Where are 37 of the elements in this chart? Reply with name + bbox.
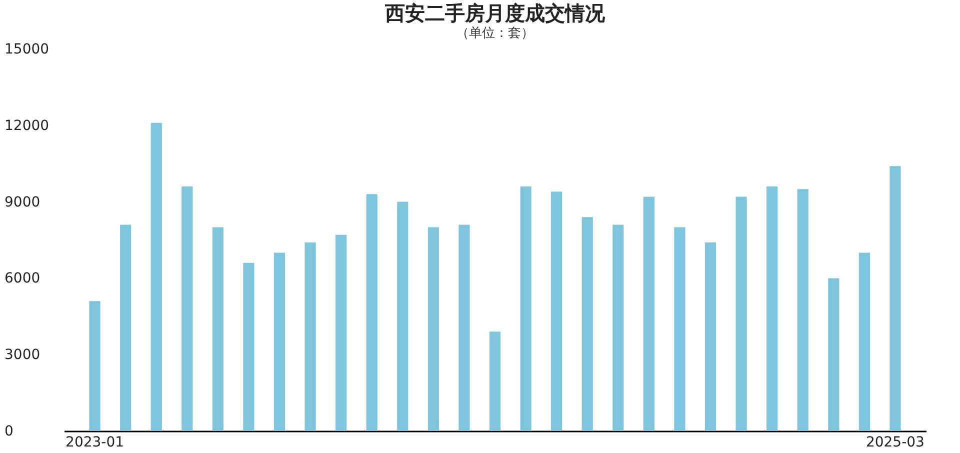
- bar: [582, 217, 593, 431]
- bar: [212, 227, 224, 431]
- bar: [612, 224, 624, 431]
- bar: [428, 227, 439, 431]
- x-tick-label: 2023-01: [66, 434, 124, 450]
- y-tick-label: 12000: [4, 118, 50, 134]
- bar: [520, 186, 532, 431]
- bar: [89, 301, 100, 431]
- y-tick-label: 3000: [4, 347, 40, 364]
- bar: [828, 278, 840, 431]
- bar: [120, 224, 132, 431]
- y-tick-label: 0: [4, 424, 14, 440]
- bar: [458, 224, 470, 431]
- bar: [797, 189, 808, 431]
- y-tick-label: 9000: [4, 194, 40, 210]
- bar: [366, 194, 378, 431]
- bar: [766, 186, 778, 431]
- bar: [274, 252, 286, 431]
- bar: [182, 186, 193, 431]
- bar: [489, 332, 501, 431]
- y-tick-label: 15000: [4, 42, 50, 58]
- bar: [674, 227, 686, 431]
- bar: [397, 202, 408, 431]
- bar: [150, 122, 162, 431]
- y-tick-label: 6000: [4, 270, 40, 287]
- x-tick-label: 2025-03: [866, 434, 924, 450]
- bar: [336, 234, 347, 431]
- bar: [243, 262, 254, 431]
- bar: [736, 196, 747, 431]
- bar: [890, 166, 901, 431]
- chart-subtitle: （单位：套）: [456, 26, 534, 41]
- bar: [643, 196, 654, 431]
- chart-title: 西安二手房月度成交情况: [384, 1, 606, 25]
- bar: [551, 192, 562, 431]
- bar: [858, 252, 870, 431]
- bar: [704, 242, 716, 431]
- bar: [304, 242, 316, 431]
